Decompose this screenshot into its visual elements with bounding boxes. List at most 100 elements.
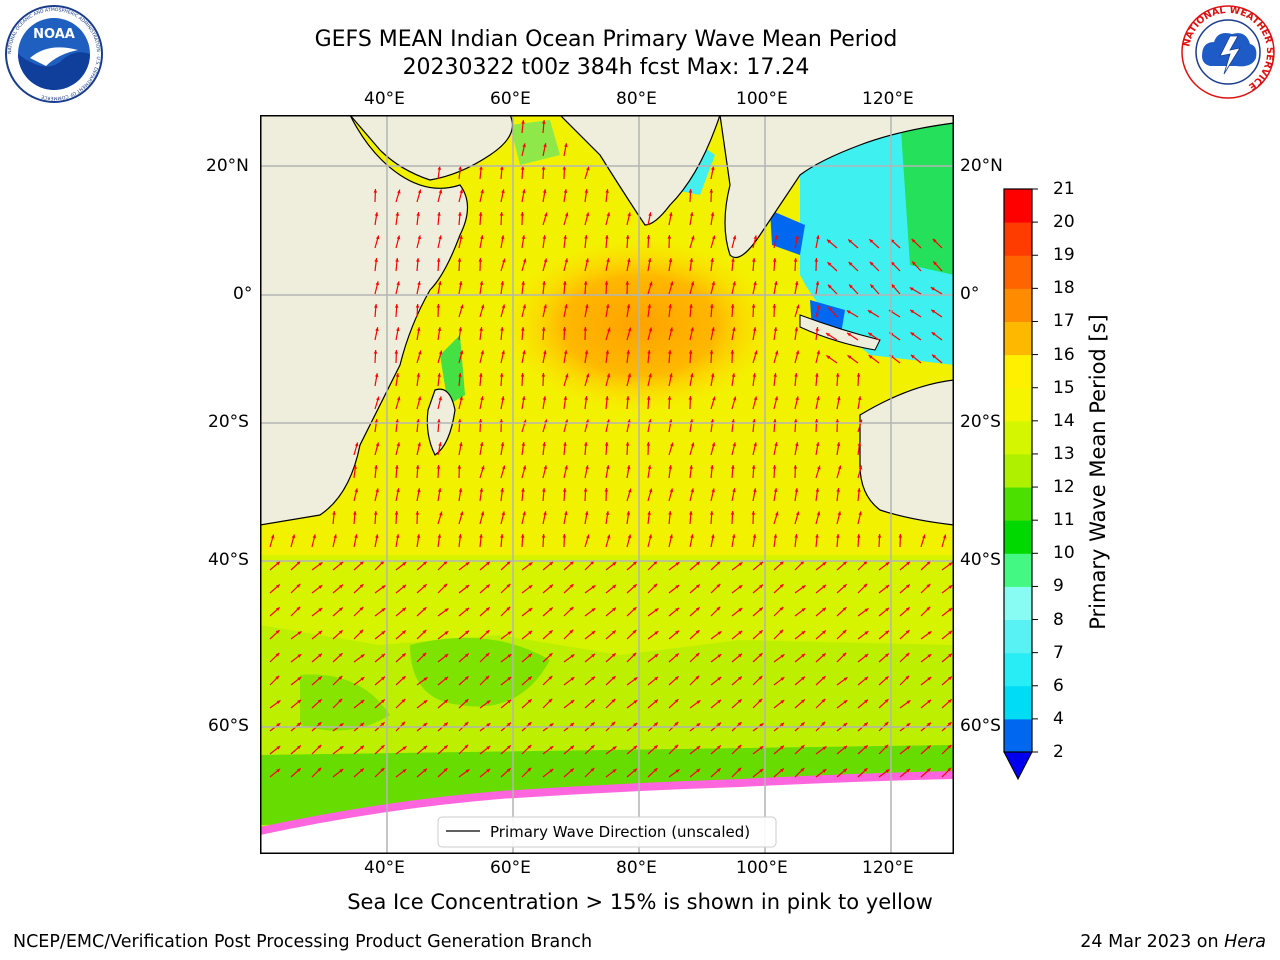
colorbar-label: Primary Wave Mean Period [s] <box>1086 314 1110 630</box>
lon-tick-top-120e: 120°E <box>862 89 914 109</box>
green-patch <box>300 674 390 731</box>
wave-direction-arrowhead <box>359 606 364 611</box>
wave-direction-arrowhead <box>606 534 611 539</box>
wave-direction-arrowhead <box>710 258 714 262</box>
wave-direction-arrowhead <box>800 699 805 704</box>
wave-direction-arrowhead <box>836 442 841 446</box>
wave-direction-arrowhead <box>541 327 546 331</box>
wave-direction-arrowhead <box>864 699 868 704</box>
wave-direction-arrowhead <box>438 281 442 286</box>
wave-direction-arrowhead <box>801 653 806 658</box>
wave-direction-arrowhead <box>772 304 777 308</box>
wave-direction-arrowhead <box>780 677 785 681</box>
wave-direction-arrowhead <box>373 350 378 354</box>
wave-direction-arrowhead <box>478 212 483 216</box>
wave-direction-arrowhead <box>737 699 742 704</box>
wave-direction-arrowhead <box>373 189 378 193</box>
wave-direction-arrowhead <box>604 281 609 285</box>
colorbar-tick-label: 13 <box>1053 443 1075 464</box>
wave-direction-arrowhead <box>437 166 442 170</box>
wave-direction-arrowhead <box>653 745 658 750</box>
wave-direction-arrowhead <box>688 189 693 193</box>
wave-direction-arrowhead <box>926 768 931 773</box>
wave-direction-arrowhead <box>360 745 364 750</box>
wave-direction-arrowhead <box>444 676 449 681</box>
wave-direction-arrowhead <box>795 350 800 355</box>
wave-direction-arrowhead <box>717 654 722 658</box>
wave-direction-arrowhead <box>521 281 525 285</box>
wave-direction-arrowhead <box>585 258 589 263</box>
colorbar <box>1003 188 1038 781</box>
wave-direction-arrowhead <box>542 281 546 285</box>
wave-direction-arrowhead <box>296 606 301 611</box>
wave-direction-arrowhead <box>521 327 525 331</box>
wave-direction-arrowhead <box>815 373 819 377</box>
wave-direction-arrowhead <box>375 442 380 447</box>
green-region-east <box>900 115 954 275</box>
colorbar-extend-triangle <box>1003 751 1033 781</box>
wave-direction-arrowhead <box>849 284 853 289</box>
wave-direction-arrowhead <box>423 677 428 681</box>
wave-direction-arrowhead <box>417 281 421 286</box>
wave-direction-arrowhead <box>564 304 568 309</box>
wave-direction-arrowhead <box>586 166 590 171</box>
wave-direction-arrowhead <box>459 189 464 194</box>
wave-direction-arrowhead <box>275 652 280 657</box>
wave-direction-arrowhead <box>527 676 532 681</box>
wave-direction-arrowhead <box>695 607 700 612</box>
wave-direction-arrowhead <box>737 767 742 772</box>
wave-direction-arrowhead <box>612 584 617 589</box>
wave-direction-arrowhead <box>794 327 799 331</box>
wave-direction-arrowhead <box>905 675 910 680</box>
wave-direction-arrowhead <box>801 585 806 589</box>
wave-direction-arrowhead <box>753 396 758 401</box>
wave-direction-arrowhead <box>457 258 462 262</box>
wave-direction-arrowhead <box>569 629 574 634</box>
wave-direction-arrowhead <box>480 235 484 240</box>
lon-tick-top-80e: 80°E <box>616 89 657 109</box>
wave-direction-arrowhead <box>821 630 826 635</box>
wave-direction-arrowhead <box>843 677 848 681</box>
wave-direction-arrowhead <box>521 235 526 239</box>
wave-direction-arrowhead <box>846 310 851 314</box>
wave-direction-arrowhead <box>457 419 462 423</box>
wave-direction-arrowhead <box>648 534 653 539</box>
wave-direction-arrowhead <box>564 212 569 217</box>
wave-direction-arrowhead <box>758 630 763 635</box>
wave-direction-arrowhead <box>591 653 596 658</box>
wave-direction-arrowhead <box>401 630 406 635</box>
wave-direction-arrowhead <box>926 561 931 565</box>
wave-direction-arrowhead <box>499 212 504 216</box>
wave-direction-arrowhead <box>276 745 281 750</box>
wave-direction-arrowhead <box>695 652 700 657</box>
wave-direction-arrowhead <box>711 442 716 447</box>
wave-direction-arrowhead <box>612 746 617 750</box>
wave-direction-arrowhead <box>591 585 596 589</box>
wave-direction-arrowhead <box>479 281 484 285</box>
wave-direction-arrowhead <box>821 653 826 658</box>
wave-direction-arrowhead <box>549 561 554 566</box>
wave-direction-arrowhead <box>732 281 736 286</box>
wave-direction-arrowhead <box>275 584 280 589</box>
wave-direction-arrowhead <box>506 606 511 611</box>
wave-direction-arrowhead <box>590 722 595 727</box>
wave-direction-arrowhead <box>732 235 737 240</box>
colorbar-bin <box>1004 520 1032 554</box>
period-maximum-area <box>500 235 780 415</box>
wave-direction-arrowhead <box>416 327 421 332</box>
southeast-asia-land <box>719 115 954 259</box>
wave-direction-arrowhead <box>948 630 953 635</box>
wave-direction-arrowhead <box>731 419 735 423</box>
wave-direction-arrowhead <box>548 653 553 657</box>
colorbar-bin <box>1004 354 1032 389</box>
wave-direction-arrowhead <box>864 608 869 612</box>
wave-direction-arrowhead <box>444 699 448 704</box>
wave-direction-arrowhead <box>499 419 504 423</box>
wave-direction-arrowhead <box>438 235 442 240</box>
wave-direction-arrowhead <box>423 700 428 704</box>
wave-direction-arrowhead <box>711 534 715 539</box>
wave-direction-arrowhead <box>520 373 525 377</box>
wave-direction-arrowhead <box>675 769 680 773</box>
wave-direction-arrowhead <box>464 721 469 726</box>
map-title: GEFS MEAN Indian Ocean Primary Wave Mean… <box>314 27 898 52</box>
